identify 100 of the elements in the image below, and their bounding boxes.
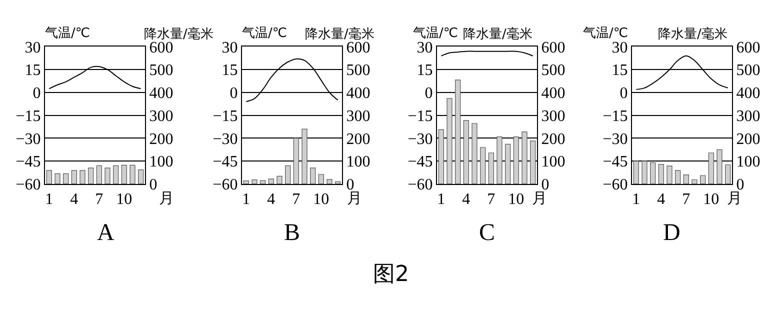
y2-tick-label: 400 <box>736 85 760 102</box>
x-tick-label: 7 <box>487 191 496 208</box>
y-tick-label: −15 <box>212 108 238 125</box>
bar <box>302 128 308 184</box>
y-tick-label: −60 <box>16 176 41 194</box>
bar <box>692 179 698 184</box>
x-tick-label: 10 <box>313 191 330 208</box>
y2-axis-title: 降水量/毫米 <box>658 26 728 42</box>
bar <box>666 166 672 184</box>
bar <box>505 144 511 184</box>
bar <box>243 180 249 184</box>
bar <box>121 164 127 184</box>
bar <box>650 162 656 184</box>
bar <box>268 178 274 184</box>
y-axis-title: 气温/℃ <box>413 26 458 41</box>
x-tick-label: 1 <box>45 191 54 208</box>
line-series <box>246 58 338 102</box>
bar <box>683 174 689 184</box>
y2-axis-title: 降水量/毫米 <box>305 26 374 42</box>
y-axis-title: 气温/℃ <box>242 26 287 41</box>
y-tick-label: −45 <box>16 154 41 171</box>
bar <box>455 80 461 184</box>
y2-tick-label: 600 <box>541 39 566 56</box>
x-tick-label: 7 <box>292 191 300 208</box>
y-tick-label: 30 <box>222 39 238 56</box>
y-axis-title: 气温/℃ <box>45 26 90 41</box>
y-tick-label: 15 <box>222 62 238 80</box>
y2-tick-label: 500 <box>149 62 174 80</box>
y-tick-label: −15 <box>408 108 433 125</box>
bar <box>708 152 714 184</box>
bar <box>46 170 52 184</box>
x-axis-title: 月 <box>159 189 174 207</box>
y-axis-title: 气温/℃ <box>583 26 628 41</box>
x-tick-label: 4 <box>70 191 78 208</box>
bar <box>54 173 60 184</box>
y-tick-label: −15 <box>602 108 628 125</box>
y-tick-label: −45 <box>602 154 628 171</box>
x-axis-title: 月 <box>347 189 362 207</box>
text: C <box>479 220 496 246</box>
x-axis-title: 月 <box>727 189 742 207</box>
x-tick-label: 1 <box>242 191 250 208</box>
y2-tick-label: 500 <box>736 62 760 80</box>
x-tick-label: 4 <box>657 191 666 208</box>
y2-axis-title: 降水量/毫米 <box>144 26 214 42</box>
y-tick-label: 0 <box>424 85 433 102</box>
bar <box>522 132 528 184</box>
bar <box>463 120 469 184</box>
y2-tick-label: 500 <box>541 62 566 80</box>
y-tick-label: −15 <box>16 108 41 125</box>
y2-tick-label: 300 <box>736 108 760 125</box>
y-tick-label: −30 <box>16 130 41 148</box>
bar <box>716 149 722 184</box>
y2-tick-label: 200 <box>736 130 760 148</box>
bar <box>675 170 681 184</box>
bar <box>725 164 731 184</box>
y2-tick-label: 600 <box>736 39 760 56</box>
bar <box>700 175 706 184</box>
y2-tick-label: 100 <box>541 154 566 171</box>
y2-tick-label: 400 <box>541 85 566 102</box>
x-tick-label: 10 <box>116 191 132 208</box>
y2-tick-label: 400 <box>346 85 370 102</box>
bar <box>318 174 324 184</box>
y2-tick-label: 300 <box>346 108 370 125</box>
bar <box>88 168 94 184</box>
x-tick-label: 7 <box>682 191 690 208</box>
y-tick-label: −60 <box>408 176 433 194</box>
text: A <box>97 220 115 246</box>
bar <box>488 152 494 184</box>
y2-tick-label: 200 <box>346 130 370 148</box>
x-tick-label: 10 <box>703 191 720 208</box>
line-series <box>48 66 142 90</box>
bar <box>285 165 291 184</box>
y2-tick-label: 300 <box>149 108 174 125</box>
bar <box>335 181 341 184</box>
line-series <box>636 55 728 90</box>
y2-tick-label: 400 <box>149 85 174 102</box>
y-tick-label: −30 <box>408 130 433 148</box>
bar <box>642 160 648 184</box>
y2-tick-label: 600 <box>346 39 370 56</box>
x-tick-label: 1 <box>437 191 446 208</box>
bar <box>633 160 639 184</box>
y2-tick-label: 100 <box>149 154 174 171</box>
bar <box>513 136 519 184</box>
bar <box>252 180 258 184</box>
y-tick-label: 30 <box>612 39 628 56</box>
y-tick-label: 15 <box>416 62 433 80</box>
bar <box>480 147 486 184</box>
y-tick-label: 0 <box>230 85 238 102</box>
bar <box>104 168 110 184</box>
y2-tick-label: 600 <box>149 39 174 56</box>
bar <box>80 170 86 184</box>
text: B <box>284 220 300 246</box>
bar <box>113 165 119 184</box>
x-tick-label: 7 <box>95 191 104 208</box>
y-tick-label: 0 <box>620 85 628 102</box>
y2-tick-label: 100 <box>346 154 370 171</box>
bar <box>63 173 69 184</box>
y2-tick-label: 0 <box>149 176 158 194</box>
y-tick-label: 30 <box>416 39 433 56</box>
y-tick-label: −30 <box>212 130 238 148</box>
